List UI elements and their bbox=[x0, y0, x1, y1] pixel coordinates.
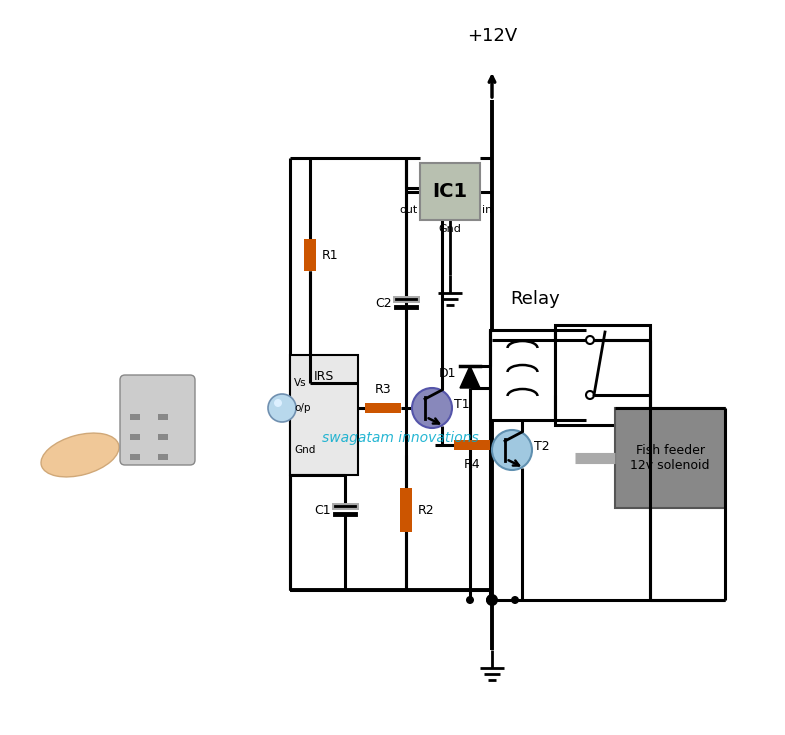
Text: swagatam innovations: swagatam innovations bbox=[322, 431, 478, 445]
Circle shape bbox=[486, 594, 498, 606]
Bar bbox=[420, 163, 480, 220]
Text: C2: C2 bbox=[375, 296, 392, 309]
Text: Gnd: Gnd bbox=[294, 445, 316, 455]
Polygon shape bbox=[460, 366, 480, 388]
Text: IC1: IC1 bbox=[433, 182, 468, 201]
Circle shape bbox=[586, 336, 594, 344]
Circle shape bbox=[274, 399, 282, 407]
Text: T1: T1 bbox=[454, 398, 469, 411]
Text: R4: R4 bbox=[464, 458, 480, 471]
Ellipse shape bbox=[41, 433, 119, 477]
Bar bbox=[290, 355, 358, 475]
Text: Fish feeder
12v solenoid: Fish feeder 12v solenoid bbox=[630, 444, 710, 472]
Text: C1: C1 bbox=[314, 503, 331, 517]
Text: +12V: +12V bbox=[467, 27, 517, 45]
Text: o/p: o/p bbox=[294, 403, 311, 413]
Bar bbox=[365, 403, 401, 413]
Text: D1: D1 bbox=[439, 367, 456, 379]
Bar bbox=[555, 325, 650, 425]
Circle shape bbox=[511, 596, 519, 604]
Text: R2: R2 bbox=[418, 503, 435, 517]
Bar bbox=[454, 440, 490, 450]
FancyBboxPatch shape bbox=[120, 375, 195, 465]
Circle shape bbox=[466, 596, 474, 604]
Text: Gnd: Gnd bbox=[439, 224, 462, 234]
Text: in: in bbox=[482, 205, 492, 215]
Bar bbox=[158, 434, 168, 440]
Bar bbox=[158, 454, 168, 460]
Text: Vs: Vs bbox=[294, 378, 307, 388]
Bar bbox=[130, 414, 140, 420]
Circle shape bbox=[412, 388, 452, 428]
Bar bbox=[615, 408, 725, 508]
Circle shape bbox=[586, 391, 594, 399]
Text: Relay: Relay bbox=[510, 290, 560, 308]
Bar bbox=[130, 434, 140, 440]
Text: T2: T2 bbox=[534, 440, 550, 453]
Bar bbox=[158, 414, 168, 420]
Circle shape bbox=[486, 596, 494, 604]
Text: R1: R1 bbox=[322, 248, 338, 262]
Bar bbox=[400, 488, 412, 532]
Text: out: out bbox=[400, 205, 418, 215]
Text: R3: R3 bbox=[374, 383, 391, 396]
Text: IRS: IRS bbox=[314, 370, 334, 383]
Bar bbox=[130, 454, 140, 460]
Circle shape bbox=[268, 394, 296, 422]
Bar bbox=[490, 330, 555, 420]
Bar bbox=[304, 239, 316, 271]
Circle shape bbox=[492, 430, 532, 470]
